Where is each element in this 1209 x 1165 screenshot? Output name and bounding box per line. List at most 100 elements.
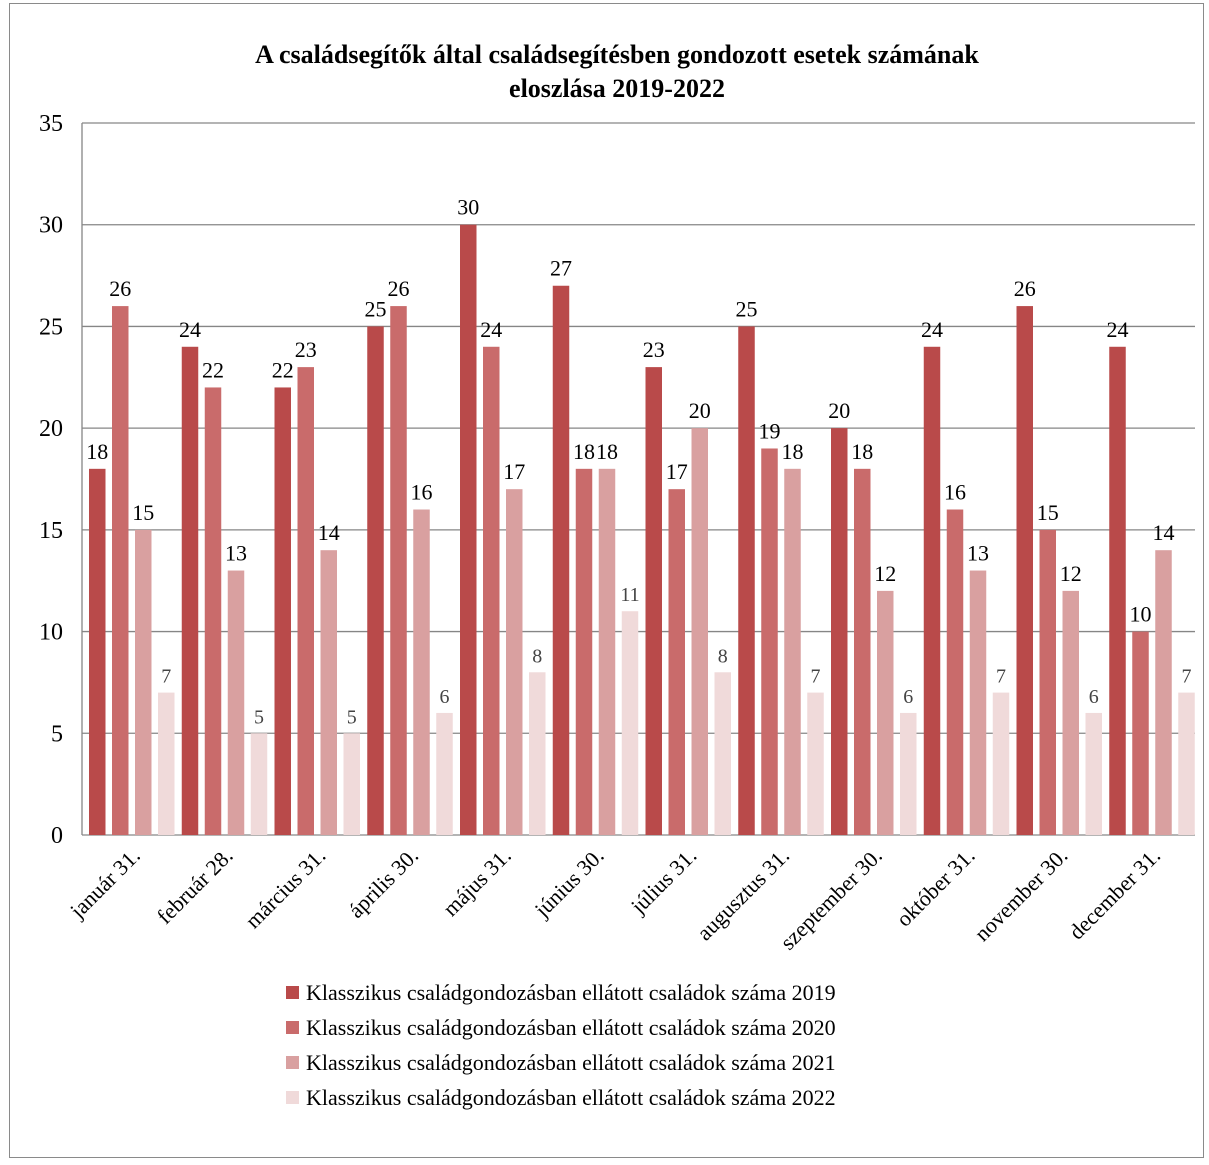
bar <box>1109 346 1126 835</box>
bar <box>969 570 987 835</box>
data-label: 23 <box>643 337 665 362</box>
bar <box>831 428 848 835</box>
data-label: 16 <box>944 480 966 505</box>
bar <box>1132 631 1149 835</box>
y-tick-label: 15 <box>39 518 63 544</box>
x-category-label: október 31. <box>891 843 980 932</box>
data-label: 14 <box>1153 520 1175 545</box>
bar <box>343 733 360 835</box>
data-label: 13 <box>967 541 989 566</box>
bar <box>1016 306 1033 836</box>
bar <box>784 468 801 835</box>
chart-title-line-1: A családsegítők által családsegítésben g… <box>255 40 979 69</box>
data-label: 26 <box>109 276 131 301</box>
bar <box>992 692 1010 835</box>
data-label: 18 <box>86 439 108 464</box>
y-tick-label: 30 <box>39 213 63 239</box>
data-label: 7 <box>161 666 171 688</box>
data-label: 17 <box>666 459 688 484</box>
data-label: 26 <box>1014 276 1036 301</box>
bar <box>645 367 662 835</box>
bar <box>204 387 222 835</box>
y-tick-label: 25 <box>39 314 63 340</box>
legend-swatch <box>286 1056 299 1069</box>
bar <box>89 468 106 835</box>
data-label: 19 <box>759 418 781 443</box>
legend-swatch <box>286 1021 299 1034</box>
data-label: 7 <box>811 666 821 688</box>
bar <box>598 468 616 835</box>
legend: Klasszikus családgondozásban ellátott cs… <box>286 980 836 1110</box>
data-label: 24 <box>1107 317 1129 342</box>
x-category-label: december 31. <box>1064 843 1165 944</box>
bar <box>575 468 593 835</box>
data-label: 20 <box>689 398 711 423</box>
bar <box>274 387 291 835</box>
chart-title-line-2: eloszlása 2019-2022 <box>509 74 725 103</box>
bar <box>250 733 268 835</box>
data-label: 5 <box>347 706 357 728</box>
data-label: 18 <box>596 439 618 464</box>
legend-label: Klasszikus családgondozásban ellátott cs… <box>306 1015 836 1040</box>
legend-label: Klasszikus családgondozásban ellátott cs… <box>306 980 836 1005</box>
data-label: 18 <box>782 439 804 464</box>
bar <box>320 550 337 835</box>
bar <box>436 712 453 835</box>
data-label: 17 <box>503 459 525 484</box>
bar <box>900 712 917 835</box>
bar <box>946 509 964 835</box>
x-category-label: február 28. <box>152 843 238 929</box>
data-label: 24 <box>179 317 201 342</box>
bar <box>552 285 570 835</box>
y-tick-label: 10 <box>39 620 63 646</box>
bar <box>227 570 245 835</box>
bar <box>854 468 871 835</box>
legend-label: Klasszikus családgondozásban ellátott cs… <box>306 1050 836 1075</box>
bar <box>714 672 731 835</box>
bar <box>621 611 639 835</box>
data-label: 13 <box>225 541 247 566</box>
data-label: 12 <box>874 561 896 586</box>
bar <box>691 428 708 835</box>
data-label: 6 <box>903 686 913 708</box>
data-label: 7 <box>1182 666 1192 688</box>
bar <box>668 489 685 835</box>
bar <box>1155 550 1172 835</box>
bar <box>807 692 824 835</box>
bar <box>112 306 129 836</box>
data-label: 25 <box>736 296 758 321</box>
bar <box>1039 529 1056 835</box>
x-category-label: március 31. <box>240 843 330 933</box>
data-label: 20 <box>828 398 850 423</box>
data-label: 15 <box>1037 500 1059 525</box>
y-axis: 0 5 10 15 20 25 30 35 <box>39 111 1195 849</box>
y-tick-label: 5 <box>51 721 63 747</box>
data-label: 27 <box>550 256 572 281</box>
gridlines <box>82 122 1195 734</box>
legend-label: Klasszikus családgondozásban ellátott cs… <box>306 1085 836 1110</box>
data-label: 15 <box>132 500 154 525</box>
data-label: 24 <box>480 317 502 342</box>
x-category-label: november 30. <box>969 843 1072 946</box>
x-category-label: május 31. <box>438 843 516 921</box>
bar <box>483 346 500 835</box>
x-category-label: április 30. <box>343 843 423 923</box>
y-tick-label: 0 <box>51 823 63 849</box>
data-label: 25 <box>365 296 387 321</box>
legend-swatch <box>286 1091 299 1104</box>
data-label: 22 <box>272 357 294 382</box>
bar <box>297 367 314 835</box>
y-tick-label: 20 <box>39 416 63 442</box>
bar <box>1062 590 1079 835</box>
x-category-label: január 31. <box>64 843 145 924</box>
data-label: 6 <box>440 686 450 708</box>
data-label: 8 <box>718 645 728 667</box>
bar <box>877 590 894 835</box>
data-label: 14 <box>318 520 340 545</box>
x-axis: január 31. február 28. március 31. április … <box>64 843 1165 955</box>
data-label: 11 <box>620 584 639 606</box>
bar <box>158 692 175 835</box>
bar <box>390 306 407 836</box>
bar <box>1085 712 1102 835</box>
